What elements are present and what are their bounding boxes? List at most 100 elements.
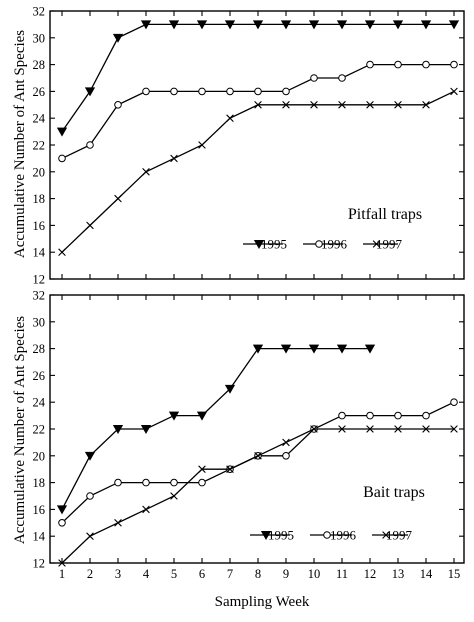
data-point-1996 xyxy=(450,60,458,69)
data-point-1997 xyxy=(142,168,150,176)
data-point-1996 xyxy=(394,60,402,69)
y-tick-label: 28 xyxy=(33,342,46,356)
series-line-1996 xyxy=(61,63,454,159)
data-point-1995 xyxy=(308,20,320,30)
panel-title: Bait traps xyxy=(363,484,425,501)
x-tick-label: 15 xyxy=(448,567,461,581)
data-point-1996 xyxy=(198,478,206,487)
series-line-1997 xyxy=(61,90,455,253)
y-tick-label: 18 xyxy=(33,476,46,490)
data-point-1997 xyxy=(254,101,262,109)
y-tick-label: 24 xyxy=(33,112,46,126)
data-point-1997 xyxy=(422,425,430,433)
data-point-1996 xyxy=(170,87,178,96)
data-point-1995 xyxy=(56,505,68,515)
data-point-1995 xyxy=(168,20,180,30)
data-point-1997 xyxy=(142,505,150,514)
y-tick-label: 32 xyxy=(33,289,46,303)
data-point-1997 xyxy=(226,465,234,473)
x-tick-label: 1 xyxy=(59,567,65,581)
y-tick-label: 30 xyxy=(33,31,46,45)
x-tick-label: 7 xyxy=(227,567,233,581)
panel-title: Pitfall traps xyxy=(348,206,422,223)
data-point-1997 xyxy=(226,114,234,122)
data-point-1997 xyxy=(282,101,290,109)
series-1996 xyxy=(58,398,458,527)
series-1995 xyxy=(56,344,376,515)
data-point-1997 xyxy=(450,425,458,433)
legend-label-1995: 1995 xyxy=(261,237,287,252)
legend-marker-1996 xyxy=(323,531,331,539)
x-tick-label: 13 xyxy=(392,567,405,581)
y-tick-label: 16 xyxy=(33,219,46,233)
series-1997 xyxy=(58,425,458,567)
data-point-1995 xyxy=(280,20,292,30)
x-tick-label: 9 xyxy=(283,567,289,581)
data-point-1997 xyxy=(366,101,374,109)
series-1996 xyxy=(58,60,458,163)
data-point-1996 xyxy=(58,519,66,527)
data-point-1995 xyxy=(280,344,292,354)
x-tick-label: 12 xyxy=(364,567,377,581)
x-tick-label: 10 xyxy=(308,567,321,581)
data-point-1997 xyxy=(338,425,346,433)
data-point-1997 xyxy=(366,425,374,433)
y-tick-label: 14 xyxy=(33,246,46,260)
series-1997 xyxy=(58,87,458,256)
data-point-1995 xyxy=(56,127,68,137)
data-point-1995 xyxy=(84,451,96,461)
data-point-1997 xyxy=(114,519,122,527)
data-point-1997 xyxy=(198,141,206,149)
y-tick-label: 24 xyxy=(33,396,46,410)
data-point-1997 xyxy=(170,154,178,163)
x-axis-title: Sampling Week xyxy=(215,594,310,610)
data-point-1995 xyxy=(308,344,320,354)
data-point-1995 xyxy=(252,344,264,354)
data-point-1995 xyxy=(112,425,124,434)
legend: 1995 1996 1997 xyxy=(243,237,403,252)
y-tick-label: 12 xyxy=(33,273,46,287)
data-point-1997 xyxy=(338,101,346,109)
data-point-1995 xyxy=(364,344,376,354)
data-point-1995 xyxy=(336,20,348,30)
y-tick-label: 26 xyxy=(33,85,46,99)
data-point-1997 xyxy=(58,559,66,567)
data-point-1997 xyxy=(86,221,94,230)
data-point-1996 xyxy=(282,452,290,460)
data-point-1997 xyxy=(114,194,122,203)
data-point-1997 xyxy=(310,425,318,433)
x-tick-label: 6 xyxy=(199,567,205,581)
data-point-1996 xyxy=(310,74,318,82)
data-point-1995 xyxy=(420,20,432,30)
data-point-1996 xyxy=(338,74,346,82)
x-tick-label: 4 xyxy=(143,567,150,581)
legend-label-1995: 1995 xyxy=(268,528,294,543)
data-point-1997 xyxy=(394,425,402,433)
y-tick-label: 30 xyxy=(33,315,46,329)
y-tick-label: 16 xyxy=(33,503,46,517)
data-point-1995 xyxy=(364,20,376,30)
legend: 1995 1996 1997 xyxy=(250,528,413,543)
data-point-1997 xyxy=(58,248,66,256)
data-point-1997 xyxy=(198,465,206,473)
data-point-1996 xyxy=(366,60,374,69)
data-point-1996 xyxy=(394,411,402,420)
data-point-1996 xyxy=(86,141,94,149)
legend-marker-1996 xyxy=(315,240,323,248)
x-tick-label: 8 xyxy=(255,567,261,581)
x-tick-label: 2 xyxy=(87,567,93,581)
data-point-1995 xyxy=(112,33,124,43)
data-point-1995 xyxy=(140,20,152,30)
series-line-1995 xyxy=(61,23,454,132)
y-axis-title-top: Accumulative Number of Ant Species xyxy=(12,30,28,258)
data-point-1995 xyxy=(168,411,180,421)
y-tick-label: 14 xyxy=(33,530,46,544)
y-tick-label: 22 xyxy=(33,423,46,437)
data-point-1997 xyxy=(170,492,178,500)
x-tick-label: 11 xyxy=(336,567,348,581)
data-point-1996 xyxy=(226,87,234,96)
data-point-1995 xyxy=(84,87,96,97)
y-tick-label: 12 xyxy=(33,557,46,571)
